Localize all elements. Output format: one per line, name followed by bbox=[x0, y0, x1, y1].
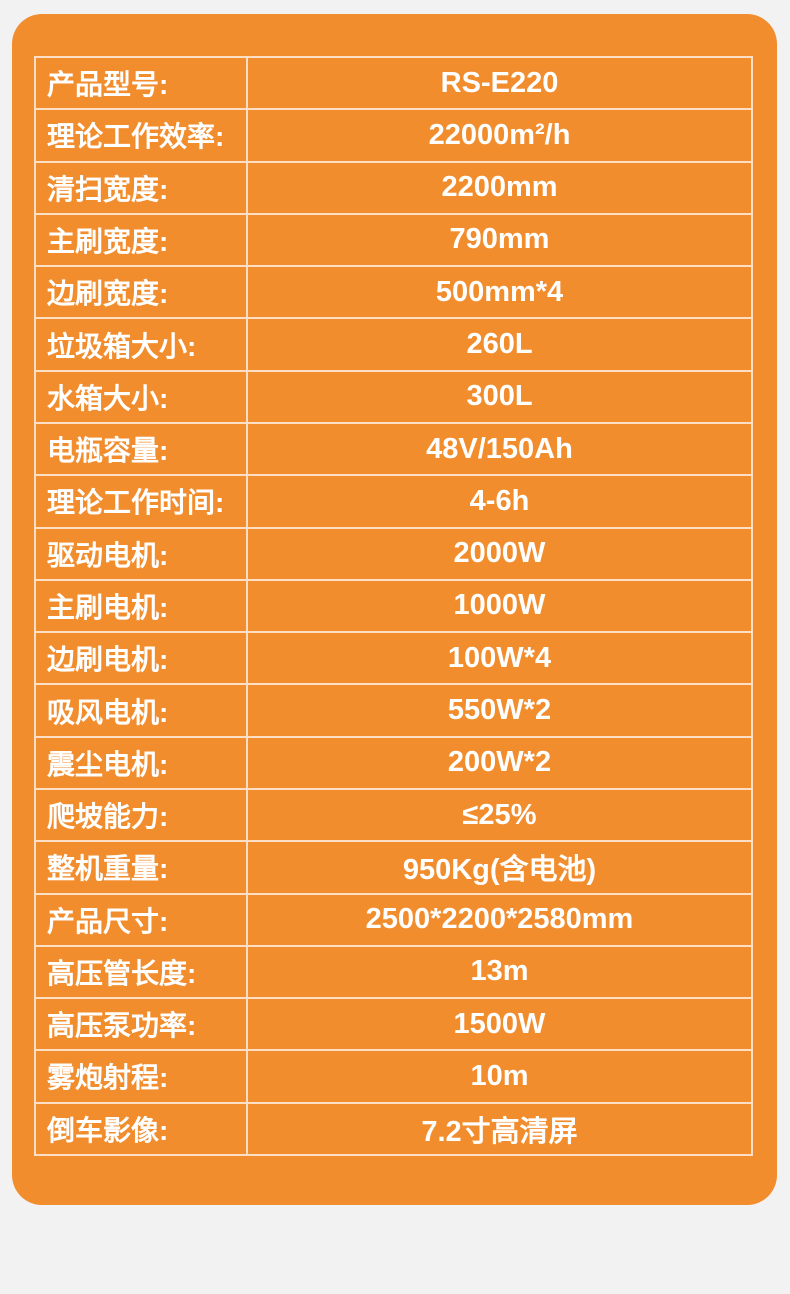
spec-row: 理论工作效率: 22000m²/h bbox=[36, 108, 751, 161]
spec-value: 2200mm bbox=[441, 171, 558, 204]
spec-value: 48V/150Ah bbox=[426, 432, 573, 465]
spec-table: 产品型号: RS-E220 理论工作效率: 22000m²/h 清扫宽度: 22… bbox=[34, 56, 753, 1156]
spec-row: 理论工作时间: 4-6h bbox=[36, 474, 751, 527]
spec-label: 高压泵功率: bbox=[36, 999, 248, 1050]
spec-row: 整机重量: 950Kg(含电池) bbox=[36, 840, 751, 893]
spec-row: 高压泵功率: 1500W bbox=[36, 997, 751, 1050]
spec-value: 1000W bbox=[453, 589, 546, 622]
spec-value: 2500*2200*2580mm bbox=[365, 903, 634, 936]
spec-value: 790mm bbox=[449, 223, 550, 256]
spec-value: RS-E220 bbox=[440, 66, 559, 99]
spec-row: 水箱大小: 300L bbox=[36, 369, 751, 422]
spec-row: 驱动电机: 2000W bbox=[36, 526, 751, 579]
spec-label: 清扫宽度: bbox=[36, 162, 248, 213]
spec-row: 边刷电机: 100W*4 bbox=[36, 631, 751, 684]
spec-label: 震尘电机: bbox=[36, 737, 248, 788]
spec-label: 边刷宽度: bbox=[36, 267, 248, 318]
spec-value: 260L bbox=[466, 328, 533, 361]
spec-row: 倒车影像: 7.2寸高清屏 bbox=[36, 1101, 751, 1154]
spec-row: 产品型号: RS-E220 bbox=[36, 58, 751, 109]
spec-value: 4-6h bbox=[469, 484, 530, 517]
spec-panel: 产品型号: RS-E220 理论工作效率: 22000m²/h 清扫宽度: 22… bbox=[12, 14, 777, 1205]
spec-value: 7.2寸高清屏 bbox=[421, 1115, 578, 1148]
spec-value: 950Kg(含电池) bbox=[402, 854, 597, 887]
spec-row: 电瓶容量: 48V/150Ah bbox=[36, 421, 751, 475]
spec-label: 吸风电机: bbox=[36, 685, 248, 736]
spec-row: 吸风电机: 550W*2 bbox=[36, 683, 751, 736]
spec-value: 22000m²/h bbox=[428, 118, 571, 151]
spec-label: 高压管长度: bbox=[36, 946, 248, 998]
spec-label: 爬坡能力: bbox=[36, 789, 248, 841]
spec-value: 100W*4 bbox=[447, 641, 552, 674]
spec-label: 主刷宽度: bbox=[36, 214, 248, 266]
spec-label: 整机重量: bbox=[36, 842, 248, 893]
spec-value: 200W*2 bbox=[447, 746, 552, 779]
spec-value: 550W*2 bbox=[447, 694, 552, 727]
spec-label: 产品型号: bbox=[36, 58, 248, 109]
spec-value: 1500W bbox=[453, 1007, 546, 1040]
spec-row: 主刷电机: 1000W bbox=[36, 578, 751, 632]
spec-row: 主刷宽度: 790mm bbox=[36, 212, 751, 266]
spec-value: 10m bbox=[470, 1059, 529, 1092]
spec-row: 垃圾箱大小: 260L bbox=[36, 317, 751, 370]
spec-row: 边刷宽度: 500mm*4 bbox=[36, 265, 751, 318]
spec-label: 雾炮射程: bbox=[36, 1051, 248, 1102]
spec-row: 爬坡能力: ≤25% bbox=[36, 787, 751, 841]
spec-row: 雾炮射程: 10m bbox=[36, 1049, 751, 1102]
spec-label: 水箱大小: bbox=[36, 371, 248, 422]
spec-label: 产品尺寸: bbox=[36, 894, 248, 945]
spec-label: 理论工作效率: bbox=[36, 110, 248, 161]
spec-label: 倒车影像: bbox=[36, 1103, 248, 1154]
spec-row: 高压管长度: 13m bbox=[36, 944, 751, 998]
spec-label: 理论工作时间: bbox=[36, 476, 248, 527]
spec-label: 驱动电机: bbox=[36, 528, 248, 579]
spec-row: 震尘电机: 200W*2 bbox=[36, 735, 751, 788]
spec-value: 2000W bbox=[453, 537, 546, 570]
spec-row: 产品尺寸: 2500*2200*2580mm bbox=[36, 892, 751, 945]
spec-row: 清扫宽度: 2200mm bbox=[36, 160, 751, 213]
spec-value: 500mm*4 bbox=[435, 275, 564, 308]
spec-value: 300L bbox=[466, 380, 533, 413]
spec-label: 垃圾箱大小: bbox=[36, 319, 248, 370]
spec-label: 电瓶容量: bbox=[36, 423, 248, 475]
spec-label: 主刷电机: bbox=[36, 580, 248, 632]
spec-value: ≤25% bbox=[462, 798, 537, 831]
spec-label: 边刷电机: bbox=[36, 633, 248, 684]
spec-value: 13m bbox=[470, 955, 529, 988]
